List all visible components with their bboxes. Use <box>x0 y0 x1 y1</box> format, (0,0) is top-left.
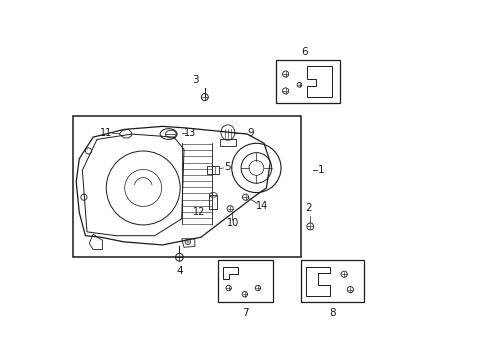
Text: 10: 10 <box>227 217 239 228</box>
Text: 13: 13 <box>183 127 196 138</box>
Text: 7: 7 <box>242 308 248 318</box>
Bar <box>301 260 364 302</box>
Bar <box>220 139 235 147</box>
Bar <box>209 195 217 209</box>
Text: 6: 6 <box>300 47 307 57</box>
Text: 14: 14 <box>256 202 268 211</box>
Bar <box>276 60 339 103</box>
Text: 9: 9 <box>247 127 254 138</box>
Text: 2: 2 <box>305 203 311 213</box>
Text: 3: 3 <box>192 75 199 85</box>
Text: 1: 1 <box>317 165 324 175</box>
Bar <box>218 260 273 302</box>
Text: 8: 8 <box>328 308 335 318</box>
Text: 4: 4 <box>176 266 183 276</box>
Bar <box>73 116 301 257</box>
Text: 11: 11 <box>100 127 112 138</box>
Bar <box>207 166 219 174</box>
Text: 5: 5 <box>224 162 230 172</box>
Text: 12: 12 <box>193 207 205 217</box>
